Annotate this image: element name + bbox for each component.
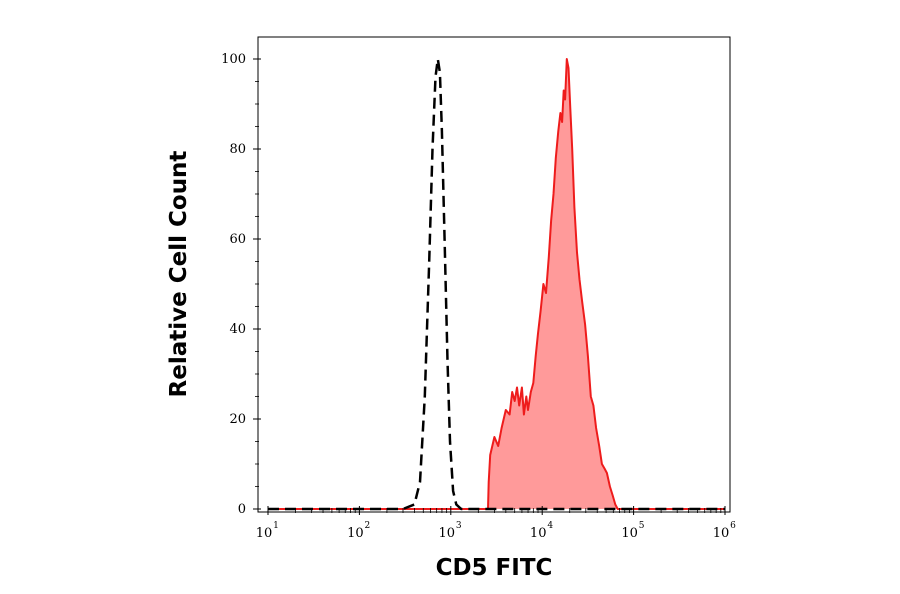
series-0-line [268, 57, 725, 511]
x-tick-label: 10 [439, 526, 456, 541]
y-tick-label: 40 [229, 322, 246, 337]
y-tick-label: 0 [238, 502, 246, 517]
x-tick-exponent: 2 [365, 521, 371, 531]
x-tick-exponent: 3 [456, 521, 462, 531]
x-tick-label: 10 [621, 526, 638, 541]
x-tick-label: 10 [530, 526, 547, 541]
x-tick-label: 10 [347, 526, 364, 541]
x-tick-exponent: 1 [273, 521, 279, 531]
x-axis: 10 1 10 2 10 3 10 4 10 5 10 6 [256, 506, 736, 541]
y-tick-label: 80 [229, 142, 246, 157]
y-axis: 0 20 40 60 80 100 [221, 52, 261, 517]
y-tick-label: 60 [229, 232, 246, 247]
x-tick-exponent: 4 [547, 521, 553, 531]
x-tick-label: 10 [713, 526, 730, 541]
series-layer [268, 57, 725, 511]
y-tick-label: 20 [229, 412, 246, 427]
x-tick-exponent: 5 [639, 521, 645, 531]
x-tick-label: 10 [256, 526, 273, 541]
plot-frame [257, 36, 731, 513]
y-tick-label: 100 [221, 52, 246, 67]
y-axis-title: Relative Cell Count [166, 151, 192, 398]
x-tick-exponent: 6 [730, 521, 736, 531]
x-axis-title: CD5 FITC [436, 555, 553, 581]
series-1-line [268, 58, 725, 510]
